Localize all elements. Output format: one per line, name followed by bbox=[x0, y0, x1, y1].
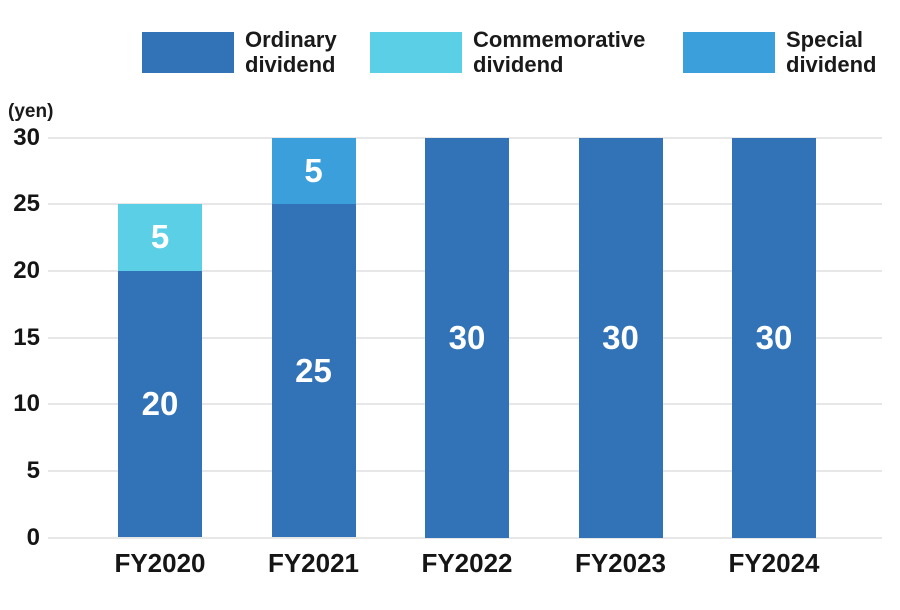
legend-label-special: Special dividend bbox=[786, 27, 876, 77]
legend-label-commemorative: Commemorative dividend bbox=[473, 27, 645, 77]
legend-item-special-dividend: Special dividend bbox=[683, 27, 876, 77]
y-tick-label-5: 5 bbox=[26, 456, 40, 484]
legend-label-line: Special bbox=[786, 27, 864, 52]
bar-fy2022-ordinary-dividend-segment: 30 bbox=[425, 137, 509, 538]
x-tick-label-fy2024: FY2024 bbox=[728, 548, 820, 578]
bar-fy2023-ordinary-dividend-segment: 30 bbox=[578, 137, 663, 538]
y-tick-label-10: 10 bbox=[13, 390, 40, 418]
legend-label-line: Commemorative bbox=[473, 27, 646, 52]
legend-label-ordinary: Ordinary dividend bbox=[245, 27, 337, 77]
bar-value-label: 5 bbox=[304, 151, 323, 189]
special-dividend-swatch bbox=[683, 31, 775, 73]
bar-fy2021-ordinary-dividend-segment: 25 bbox=[271, 204, 356, 538]
x-tick-label-fy2023: FY2023 bbox=[574, 548, 667, 578]
legend-item-ordinary-dividend: Ordinary dividend bbox=[142, 27, 337, 77]
y-tick-label-0: 0 bbox=[26, 523, 40, 551]
bar-value-label: 20 bbox=[141, 385, 179, 423]
y-tick-label-30: 30 bbox=[13, 123, 40, 151]
bar-value-label: 30 bbox=[448, 318, 486, 356]
x-tick-label-fy2021: FY2021 bbox=[267, 548, 360, 578]
commemorative-dividend-swatch bbox=[370, 31, 462, 73]
bar-fy2020-commemorative-dividend-segment: 5 bbox=[118, 204, 202, 271]
bar-value-label: 25 bbox=[295, 351, 332, 389]
x-tick-label-fy2022: FY2022 bbox=[421, 548, 513, 578]
x-tick-label-fy2020: FY2020 bbox=[114, 548, 206, 578]
gridline-y0 bbox=[48, 536, 882, 539]
bar-value-label: 30 bbox=[755, 318, 793, 356]
y-tick-label-25: 25 bbox=[13, 190, 40, 218]
y-tick-label-15: 15 bbox=[13, 323, 40, 351]
bar-fy2024-ordinary-dividend-segment: 30 bbox=[732, 137, 816, 538]
bar-fy2021-special-dividend-segment: 5 bbox=[271, 137, 356, 205]
legend-label-line: dividend bbox=[245, 52, 336, 77]
bar-value-label: 30 bbox=[602, 318, 639, 356]
legend-label-line: dividend bbox=[473, 52, 564, 77]
legend-label-line: Ordinary bbox=[245, 27, 337, 52]
bar-fy2020-ordinary-dividend-segment: 20 bbox=[118, 270, 202, 538]
y-tick-label-20: 20 bbox=[13, 256, 40, 284]
legend-label-line: dividend bbox=[786, 52, 877, 77]
legend-item-commemorative-dividend: Commemorative dividend bbox=[370, 27, 645, 77]
ordinary-dividend-swatch bbox=[142, 31, 234, 73]
y-axis-unit-label: (yen) bbox=[8, 101, 54, 122]
bar-value-label: 5 bbox=[150, 218, 170, 256]
